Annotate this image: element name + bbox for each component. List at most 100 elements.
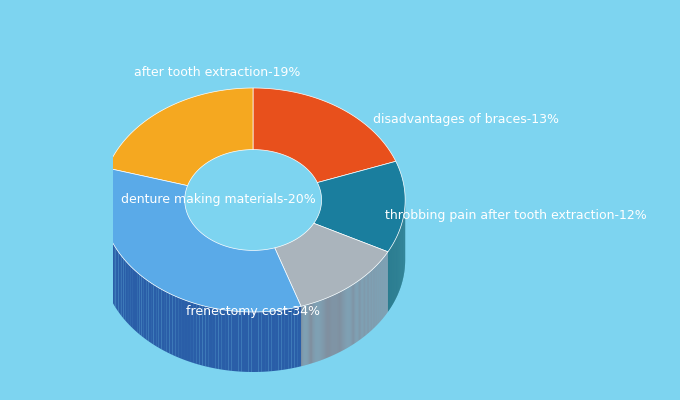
Polygon shape xyxy=(374,267,375,328)
Polygon shape xyxy=(113,243,114,305)
Polygon shape xyxy=(342,290,343,351)
Polygon shape xyxy=(340,292,341,352)
Polygon shape xyxy=(135,270,137,332)
Polygon shape xyxy=(262,312,265,372)
Polygon shape xyxy=(114,245,116,308)
Polygon shape xyxy=(218,309,222,370)
Polygon shape xyxy=(265,312,269,372)
Polygon shape xyxy=(209,307,212,368)
Polygon shape xyxy=(321,300,322,360)
Text: denture making materials-20%: denture making materials-20% xyxy=(121,194,316,206)
Polygon shape xyxy=(107,88,253,186)
Polygon shape xyxy=(320,300,321,361)
Polygon shape xyxy=(355,283,356,343)
Polygon shape xyxy=(252,312,255,372)
Polygon shape xyxy=(282,310,285,370)
Polygon shape xyxy=(373,268,374,329)
Polygon shape xyxy=(235,311,238,372)
Polygon shape xyxy=(336,293,337,354)
Polygon shape xyxy=(303,306,305,366)
Polygon shape xyxy=(364,276,365,336)
Polygon shape xyxy=(367,273,368,334)
Polygon shape xyxy=(335,294,336,354)
Polygon shape xyxy=(352,284,353,345)
Polygon shape xyxy=(341,291,342,352)
Polygon shape xyxy=(344,289,345,350)
Polygon shape xyxy=(178,298,181,359)
Polygon shape xyxy=(116,248,117,310)
Polygon shape xyxy=(216,308,218,369)
Polygon shape xyxy=(193,303,197,364)
Polygon shape xyxy=(375,266,376,326)
Polygon shape xyxy=(310,304,311,364)
Polygon shape xyxy=(120,254,122,316)
Polygon shape xyxy=(307,304,308,365)
Polygon shape xyxy=(371,270,372,331)
Polygon shape xyxy=(363,276,364,337)
Polygon shape xyxy=(232,311,235,371)
Polygon shape xyxy=(331,296,332,356)
Polygon shape xyxy=(139,274,141,336)
Polygon shape xyxy=(253,88,396,182)
Polygon shape xyxy=(302,306,303,366)
Polygon shape xyxy=(225,310,228,370)
Polygon shape xyxy=(158,288,161,349)
Polygon shape xyxy=(108,234,109,296)
Polygon shape xyxy=(127,262,129,324)
Polygon shape xyxy=(368,273,369,333)
Polygon shape xyxy=(149,281,151,343)
Polygon shape xyxy=(107,231,108,294)
Polygon shape xyxy=(334,294,335,355)
Polygon shape xyxy=(258,312,262,372)
Polygon shape xyxy=(349,287,350,347)
Polygon shape xyxy=(285,309,288,370)
Polygon shape xyxy=(248,312,252,372)
Polygon shape xyxy=(101,168,301,312)
Polygon shape xyxy=(275,310,278,371)
Polygon shape xyxy=(125,260,127,322)
Polygon shape xyxy=(133,268,135,330)
Polygon shape xyxy=(343,290,344,350)
Polygon shape xyxy=(109,236,110,298)
Polygon shape xyxy=(362,277,363,338)
Polygon shape xyxy=(184,300,187,361)
Polygon shape xyxy=(326,298,327,358)
Polygon shape xyxy=(318,301,320,361)
Polygon shape xyxy=(356,282,358,342)
Polygon shape xyxy=(316,302,318,362)
Polygon shape xyxy=(164,291,167,352)
Polygon shape xyxy=(154,285,156,346)
Polygon shape xyxy=(298,306,301,367)
Polygon shape xyxy=(141,276,144,338)
Polygon shape xyxy=(144,278,146,340)
Polygon shape xyxy=(324,299,325,359)
Polygon shape xyxy=(122,256,124,318)
Polygon shape xyxy=(301,306,302,366)
Polygon shape xyxy=(305,305,307,365)
Polygon shape xyxy=(333,295,334,355)
Polygon shape xyxy=(104,222,105,284)
Polygon shape xyxy=(359,280,360,340)
Text: frenectomy cost-34%: frenectomy cost-34% xyxy=(186,306,320,318)
Polygon shape xyxy=(338,292,339,353)
Polygon shape xyxy=(327,298,328,358)
Polygon shape xyxy=(329,297,330,357)
Polygon shape xyxy=(372,269,373,330)
Polygon shape xyxy=(228,310,232,371)
Polygon shape xyxy=(238,312,241,372)
Polygon shape xyxy=(347,287,349,348)
Polygon shape xyxy=(278,310,282,370)
Polygon shape xyxy=(110,238,112,301)
Polygon shape xyxy=(308,304,309,364)
Polygon shape xyxy=(337,293,338,353)
Polygon shape xyxy=(245,312,248,372)
Polygon shape xyxy=(292,308,294,368)
Polygon shape xyxy=(360,279,361,340)
Polygon shape xyxy=(330,296,331,357)
Polygon shape xyxy=(358,280,359,341)
Polygon shape xyxy=(187,301,190,362)
Polygon shape xyxy=(314,302,316,362)
Polygon shape xyxy=(309,304,310,364)
Polygon shape xyxy=(175,296,178,358)
Polygon shape xyxy=(241,312,245,372)
